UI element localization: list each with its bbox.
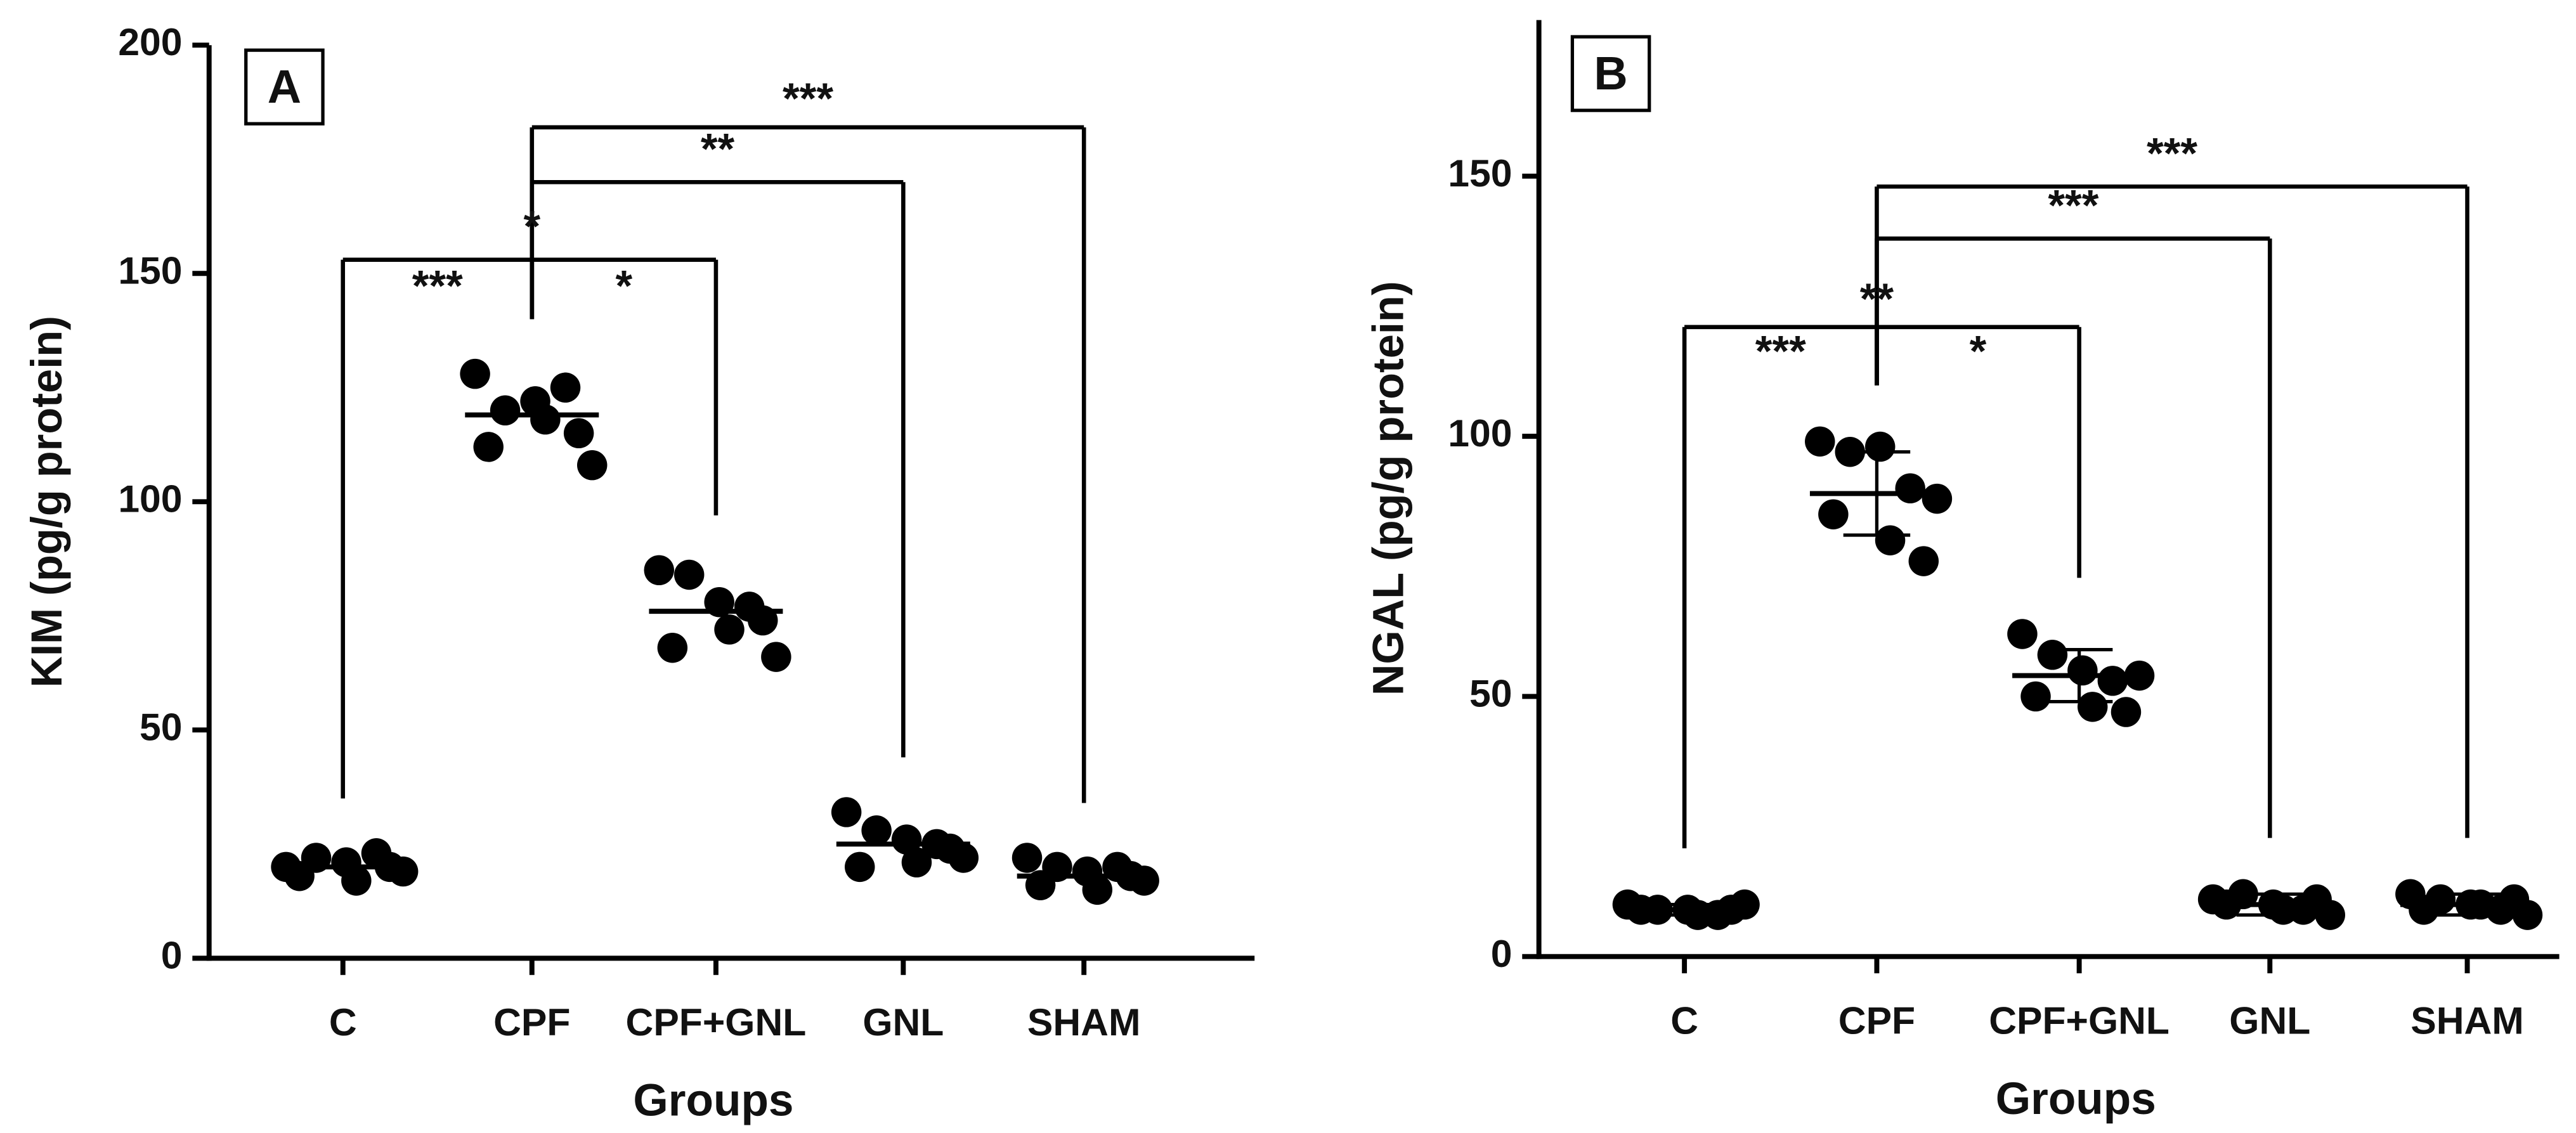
y-tick-label: 50 [1469, 671, 1512, 715]
data-point [935, 833, 965, 864]
y-tick-label: 150 [118, 249, 182, 292]
data-point [563, 418, 594, 449]
data-point [644, 555, 674, 586]
data-point [341, 865, 372, 896]
x-tick-label: SHAM [1027, 1000, 1141, 1044]
data-point [2301, 884, 2332, 915]
x-tick-label: C [1670, 999, 1698, 1042]
data-point [2020, 681, 2051, 712]
significance-label: ** [1860, 275, 1894, 323]
x-tick-label: SHAM [2410, 999, 2524, 1042]
significance-label: *** [2147, 129, 2197, 178]
data-point [2097, 666, 2128, 696]
data-point [1922, 483, 1953, 514]
data-point [2268, 895, 2299, 925]
data-point [1082, 874, 1113, 905]
y-tick-label: 50 [140, 705, 182, 748]
data-point [2409, 895, 2439, 925]
panel-label-box [244, 48, 325, 126]
significance-label: * [1970, 327, 1987, 375]
data-point [2499, 884, 2530, 915]
data-point [861, 815, 892, 846]
data-point [473, 432, 504, 462]
x-tick-label: C [329, 1000, 357, 1044]
panel-label-box [1570, 35, 1651, 112]
data-point [550, 372, 581, 403]
data-point [460, 358, 490, 389]
significance-label: * [616, 261, 633, 310]
data-point [2067, 655, 2098, 686]
significance-label: ** [701, 124, 735, 173]
y-tick-label: 150 [1448, 152, 1512, 195]
data-point [901, 847, 932, 877]
data-point [657, 632, 688, 663]
x-tick-label: CPF+GNL [626, 1000, 807, 1044]
data-point [490, 395, 521, 426]
y-tick-label: 100 [118, 477, 182, 520]
y-tick-label: 200 [118, 20, 182, 63]
data-point [673, 559, 705, 590]
data-point [891, 824, 922, 855]
significance-label: * [523, 202, 540, 251]
y-axis-label: KIM (pg/g protein) [22, 316, 71, 687]
significance-label: *** [2048, 181, 2098, 230]
panel-label: B [1594, 47, 1627, 100]
data-point [577, 450, 608, 481]
significance-label: *** [412, 261, 463, 310]
y-tick-label: 0 [1491, 932, 1512, 975]
data-point [1864, 431, 1896, 462]
y-axis-label: NGAL (pg/g protein) [1364, 281, 1413, 696]
significance-label: *** [1755, 327, 1806, 375]
data-point [1805, 426, 1835, 457]
x-tick-label: CPF [493, 1000, 570, 1044]
data-point [2111, 697, 2142, 727]
data-point [831, 797, 862, 827]
data-point [1818, 499, 1849, 529]
x-tick-label: CPF+GNL [1989, 999, 2169, 1042]
data-point [761, 642, 791, 672]
x-axis-label: Groups [1996, 1074, 2156, 1124]
significance-label: *** [783, 74, 833, 123]
data-point [1895, 473, 1925, 503]
x-tick-label: GNL [2229, 999, 2310, 1042]
data-point [530, 404, 561, 435]
data-point [714, 614, 745, 645]
data-point [2077, 692, 2108, 722]
data-point [1908, 546, 1939, 576]
data-point [845, 851, 875, 883]
x-axis-label: Groups [633, 1076, 793, 1126]
data-point [1875, 525, 1906, 555]
x-tick-label: GNL [862, 1000, 944, 1044]
data-point [2037, 640, 2068, 670]
y-tick-label: 100 [1448, 411, 1512, 455]
y-tick-label: 0 [161, 933, 183, 976]
x-tick-label: CPF [1838, 999, 1915, 1042]
data-point [1012, 843, 1043, 873]
panel-label: A [268, 60, 301, 113]
data-point [2007, 619, 2038, 649]
